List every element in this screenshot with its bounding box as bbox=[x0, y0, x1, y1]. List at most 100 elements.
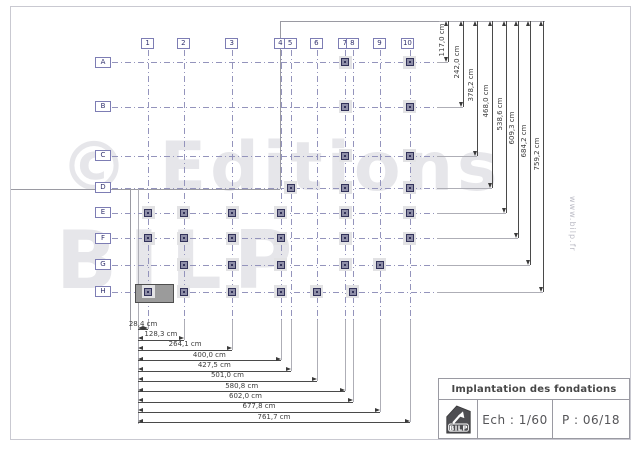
foundation-post-A10 bbox=[405, 58, 414, 67]
row-label-B: B bbox=[95, 101, 111, 113]
dim-arrow-left-4 bbox=[138, 356, 143, 361]
grid-ext-col-3 bbox=[232, 320, 234, 350]
dim-arrow-right-3 bbox=[227, 346, 233, 351]
post-center-mark bbox=[279, 263, 282, 266]
dim-label-bottom-1: 28,4 cm bbox=[128, 319, 158, 328]
foundation-post-B7 bbox=[341, 102, 350, 111]
dim-arrow-top-E bbox=[502, 21, 506, 26]
row-label-G: G bbox=[95, 259, 111, 271]
dim-line-bottom-8 bbox=[138, 401, 353, 403]
post-center-mark bbox=[147, 211, 150, 214]
post-center-mark bbox=[344, 237, 347, 240]
scale-label: Ech : 1/60 bbox=[478, 400, 553, 439]
dim-line-right-G bbox=[530, 21, 531, 265]
grid-ext-row-H bbox=[437, 291, 543, 293]
dim-arrow-top-A bbox=[444, 21, 448, 26]
col-label-9: 9 bbox=[372, 38, 386, 49]
grid-ext-col-6 bbox=[316, 320, 318, 381]
dim-arrow-bottom-H bbox=[539, 286, 543, 292]
dim-arrow-right-1 bbox=[143, 325, 149, 330]
post-center-mark bbox=[279, 211, 282, 214]
dim-line-right-C bbox=[477, 21, 478, 156]
dim-label-right-D: 468,0 cm bbox=[482, 84, 490, 118]
foundation-post-G7 bbox=[341, 260, 350, 269]
post-center-mark bbox=[344, 211, 347, 214]
grid-ext-col-2 bbox=[183, 320, 185, 340]
foundation-post-E3 bbox=[228, 208, 237, 217]
dim-arrow-bottom-A bbox=[444, 57, 448, 63]
grid-ext-row-A bbox=[437, 62, 448, 64]
grid-axis-row-C bbox=[112, 155, 437, 157]
dim-arrow-left-2 bbox=[138, 336, 143, 341]
grid-axis-row-A bbox=[112, 62, 437, 64]
dim-arrow-bottom-G bbox=[526, 259, 530, 265]
dim-arrow-left-3 bbox=[138, 346, 143, 351]
row-label-C: C bbox=[95, 150, 111, 162]
foundation-post-H2 bbox=[179, 287, 188, 296]
foundation-post-D10 bbox=[405, 183, 414, 192]
dim-label-right-E: 538,6 cm bbox=[496, 97, 504, 131]
structure-house-bottom-wall bbox=[11, 188, 280, 190]
structure-top-edge bbox=[280, 20, 439, 22]
dim-line-bottom-5 bbox=[138, 370, 291, 372]
grid-ext-row-E bbox=[437, 212, 506, 214]
dim-arrow-top-D bbox=[488, 21, 492, 26]
foundation-post-F10 bbox=[405, 234, 414, 243]
foundation-post-H1 bbox=[144, 287, 153, 296]
dim-line-right-B bbox=[463, 21, 464, 107]
post-center-mark bbox=[408, 105, 411, 108]
dim-label-right-F: 609,3 cm bbox=[508, 111, 516, 145]
dim-label-right-B: 242,0 cm bbox=[453, 45, 461, 79]
post-center-mark bbox=[378, 263, 381, 266]
foundation-post-H4 bbox=[276, 287, 285, 296]
grid-ext-col-8 bbox=[352, 320, 354, 402]
dim-arrow-left-7 bbox=[138, 387, 143, 392]
dim-arrow-left-9 bbox=[138, 408, 143, 413]
post-center-mark bbox=[315, 290, 318, 293]
foundation-post-E1 bbox=[144, 208, 153, 217]
row-label-H: H bbox=[95, 286, 111, 298]
col-label-5: 5 bbox=[283, 38, 297, 49]
foundation-post-H3 bbox=[228, 287, 237, 296]
post-center-mark bbox=[408, 154, 411, 157]
grid-ext-col-10 bbox=[409, 320, 411, 423]
grid-axis-col-1 bbox=[148, 50, 150, 320]
post-center-mark bbox=[351, 290, 354, 293]
dim-arrow-right-5 bbox=[285, 367, 291, 372]
post-center-mark bbox=[279, 237, 282, 240]
dim-arrow-top-F bbox=[514, 21, 518, 26]
dim-arrow-top-C bbox=[473, 21, 477, 26]
grid-axis-row-D bbox=[112, 187, 437, 189]
dim-line-bottom-4 bbox=[138, 360, 281, 362]
dim-label-right-C: 378,2 cm bbox=[467, 68, 475, 102]
dim-arrow-top-B bbox=[459, 21, 463, 26]
foundation-post-F7 bbox=[341, 234, 350, 243]
dim-arrow-left-5 bbox=[138, 367, 143, 372]
dim-line-bottom-7 bbox=[138, 391, 346, 393]
structure-terrace-left-edge bbox=[129, 188, 131, 330]
dim-arrow-bottom-C bbox=[473, 150, 477, 156]
dim-label-bottom-4: 400,0 cm bbox=[192, 350, 226, 359]
row-label-E: E bbox=[95, 207, 111, 219]
watermark-editions: © Editions bbox=[60, 128, 502, 207]
foundation-post-B10 bbox=[405, 102, 414, 111]
dim-arrow-right-10 bbox=[404, 418, 410, 423]
dim-label-bottom-10: 761,7 cm bbox=[257, 412, 291, 421]
grid-ext-row-B bbox=[437, 106, 463, 108]
col-label-2: 2 bbox=[176, 38, 190, 49]
grid-axis-col-4 bbox=[280, 50, 282, 320]
post-center-mark bbox=[344, 105, 347, 108]
post-center-mark bbox=[344, 61, 347, 64]
dim-label-bottom-5: 427,5 cm bbox=[197, 361, 231, 370]
dim-arrow-right-2 bbox=[178, 336, 184, 341]
dim-arrow-left-10 bbox=[138, 418, 143, 423]
grid-axis-col-9 bbox=[379, 50, 381, 320]
col-label-10: 10 bbox=[400, 38, 414, 49]
dim-line-bottom-3 bbox=[138, 349, 233, 351]
dim-line-bottom-10 bbox=[138, 422, 410, 424]
grid-axis-col-3 bbox=[232, 50, 234, 320]
post-center-mark bbox=[182, 290, 185, 293]
foundation-post-F3 bbox=[228, 234, 237, 243]
dim-line-right-H bbox=[543, 21, 544, 292]
dim-line-bottom-9 bbox=[138, 411, 380, 413]
